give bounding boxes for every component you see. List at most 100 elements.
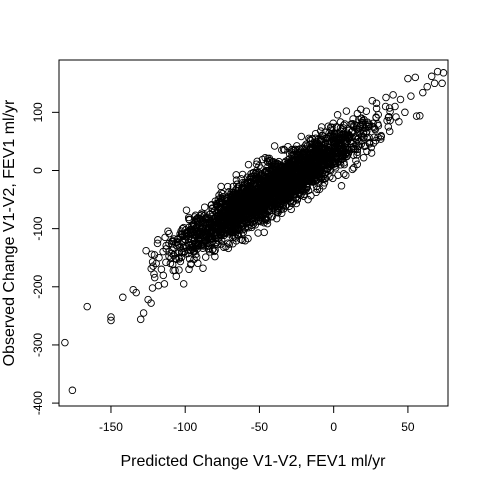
data-point xyxy=(396,95,405,104)
data-point xyxy=(148,258,157,266)
data-point xyxy=(165,229,173,238)
data-point xyxy=(374,110,382,119)
data-point xyxy=(251,192,259,201)
data-point xyxy=(160,280,169,288)
data-point xyxy=(249,168,258,177)
data-point xyxy=(333,148,342,156)
y-tick-label: -200 xyxy=(31,274,45,298)
data-point xyxy=(401,108,409,117)
data-point xyxy=(342,107,351,115)
data-point xyxy=(273,202,282,211)
x-axis: -150 -100 -50 0 50 xyxy=(99,405,415,434)
data-point xyxy=(350,144,359,153)
data-point xyxy=(136,315,145,324)
data-point xyxy=(335,130,344,139)
data-point xyxy=(255,202,264,211)
data-point xyxy=(178,248,186,256)
data-point xyxy=(309,178,317,186)
data-point xyxy=(227,201,235,210)
data-point xyxy=(385,127,394,136)
data-point xyxy=(182,206,191,214)
data-point xyxy=(245,183,254,192)
data-point xyxy=(340,170,348,178)
data-point xyxy=(308,166,317,175)
data-point xyxy=(308,134,317,143)
data-point xyxy=(365,138,374,147)
data-point xyxy=(299,192,308,200)
data-point xyxy=(360,133,368,141)
data-point xyxy=(245,200,253,208)
data-point xyxy=(368,96,377,105)
data-point xyxy=(286,160,295,169)
data-point xyxy=(155,253,163,262)
data-point xyxy=(363,118,372,127)
data-point xyxy=(337,182,346,190)
data-point xyxy=(291,191,299,199)
data-point xyxy=(326,166,335,175)
data-point xyxy=(232,171,240,179)
data-point xyxy=(165,252,173,260)
data-point xyxy=(119,293,127,302)
data-point xyxy=(250,179,259,188)
data-point xyxy=(294,160,302,169)
data-point xyxy=(363,147,371,155)
data-point xyxy=(328,150,337,159)
data-point xyxy=(348,165,357,174)
data-point xyxy=(188,243,197,252)
data-point xyxy=(234,198,243,206)
data-point xyxy=(282,165,290,174)
data-point xyxy=(196,212,204,220)
data-point xyxy=(162,258,170,267)
x-tick-label: 50 xyxy=(401,420,415,434)
data-point xyxy=(297,185,305,193)
data-point xyxy=(261,190,270,198)
data-point xyxy=(182,243,191,251)
data-point xyxy=(207,201,216,209)
data-point xyxy=(438,79,446,88)
data-point xyxy=(372,99,381,108)
data-points xyxy=(61,67,448,395)
data-point xyxy=(157,265,166,274)
data-point xyxy=(254,229,262,237)
data-point xyxy=(281,194,290,202)
data-point xyxy=(162,241,170,250)
data-point xyxy=(267,201,276,210)
data-point xyxy=(416,112,424,120)
data-point xyxy=(300,179,309,187)
data-point xyxy=(237,230,246,239)
data-point xyxy=(132,288,140,297)
data-point xyxy=(328,123,336,131)
data-point xyxy=(411,73,420,82)
data-point xyxy=(298,181,306,189)
data-point xyxy=(318,150,326,158)
data-point xyxy=(258,184,267,192)
x-tick-label: -50 xyxy=(251,420,269,434)
x-tick-label: -150 xyxy=(99,420,123,434)
data-point xyxy=(185,223,193,232)
y-tick-label: -300 xyxy=(31,333,45,357)
data-point xyxy=(359,129,368,138)
data-point xyxy=(299,149,307,157)
data-point xyxy=(150,273,159,282)
data-point xyxy=(282,185,291,194)
data-point xyxy=(177,248,186,257)
data-point xyxy=(386,116,394,125)
data-point xyxy=(231,234,240,242)
data-point xyxy=(217,215,225,224)
data-point xyxy=(83,302,91,311)
data-point xyxy=(246,198,255,206)
data-point xyxy=(356,122,365,131)
data-point xyxy=(244,160,253,169)
data-point xyxy=(294,168,303,176)
data-point xyxy=(204,245,213,254)
data-point xyxy=(304,173,313,182)
data-point xyxy=(369,139,378,147)
data-point xyxy=(172,272,181,281)
data-point xyxy=(381,102,390,111)
data-point xyxy=(194,230,203,239)
data-point xyxy=(246,191,255,199)
data-point xyxy=(207,232,215,241)
data-point xyxy=(384,123,393,131)
data-point xyxy=(276,161,285,169)
data-point xyxy=(232,176,241,184)
